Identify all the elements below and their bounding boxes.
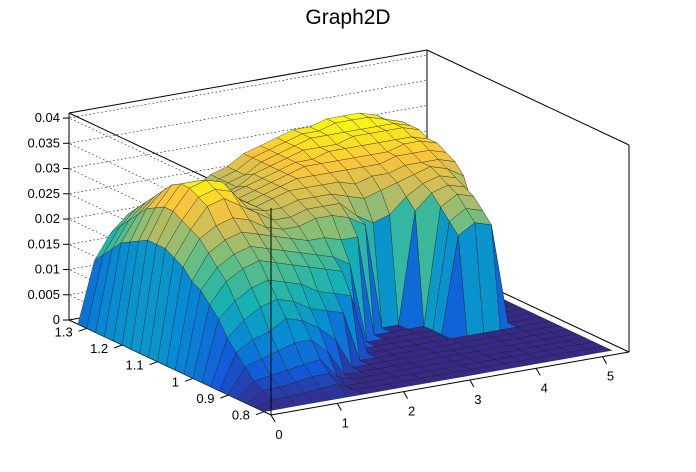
x-tick bbox=[535, 368, 541, 376]
y-tick bbox=[255, 411, 265, 416]
x-tick-label: 1 bbox=[342, 415, 349, 430]
surface-cell bbox=[254, 399, 281, 412]
x-tick-label: 4 bbox=[541, 380, 548, 395]
top-right-edge bbox=[426, 49, 630, 146]
y-tick-label: 1.2 bbox=[90, 341, 108, 356]
y-tick bbox=[149, 361, 158, 366]
x-tick bbox=[602, 356, 607, 364]
z-tick-label: 0.04 bbox=[35, 110, 60, 125]
y-tick bbox=[113, 344, 123, 349]
y-tick-label: 1.3 bbox=[55, 324, 73, 339]
y-tick-label: 1 bbox=[172, 374, 179, 389]
top-back-edge bbox=[68, 49, 428, 114]
z-tick-label: 0 bbox=[53, 312, 60, 327]
y-tick-label: 0.9 bbox=[196, 391, 214, 406]
x-tick bbox=[270, 414, 276, 423]
z-tick-label: 0.03 bbox=[35, 161, 60, 176]
x-tick-label: 5 bbox=[607, 369, 614, 384]
x-tick-label: 3 bbox=[474, 392, 481, 407]
x-tick-label: 2 bbox=[408, 404, 415, 419]
y-tick-label: 1.1 bbox=[126, 358, 144, 373]
x-tick bbox=[469, 379, 475, 388]
x-tick-label: 0 bbox=[275, 427, 282, 442]
axis-ticks: 0 0.005 0.01 0.015 0.02 0.025 0.03 0.035 0.04 0 1 2… bbox=[27, 110, 614, 442]
surface-mesh bbox=[77, 112, 613, 412]
z-tick-label: 0.005 bbox=[27, 287, 60, 302]
x-tick bbox=[403, 391, 409, 399]
y-tick bbox=[184, 377, 194, 382]
x-tick bbox=[336, 403, 342, 411]
z-tick-label: 0.025 bbox=[27, 186, 60, 201]
y-tick-label: 0.8 bbox=[232, 408, 250, 423]
z-tick-label: 0.01 bbox=[35, 262, 60, 277]
floor-front-edge bbox=[270, 351, 630, 416]
z-tick-label: 0.015 bbox=[27, 236, 60, 251]
y-tick bbox=[78, 327, 87, 332]
z-tick-label: 0.035 bbox=[27, 135, 60, 150]
y-tick bbox=[220, 394, 229, 399]
z-tick-label: 0.02 bbox=[35, 211, 60, 226]
chart-title: Graph2D bbox=[305, 6, 390, 29]
